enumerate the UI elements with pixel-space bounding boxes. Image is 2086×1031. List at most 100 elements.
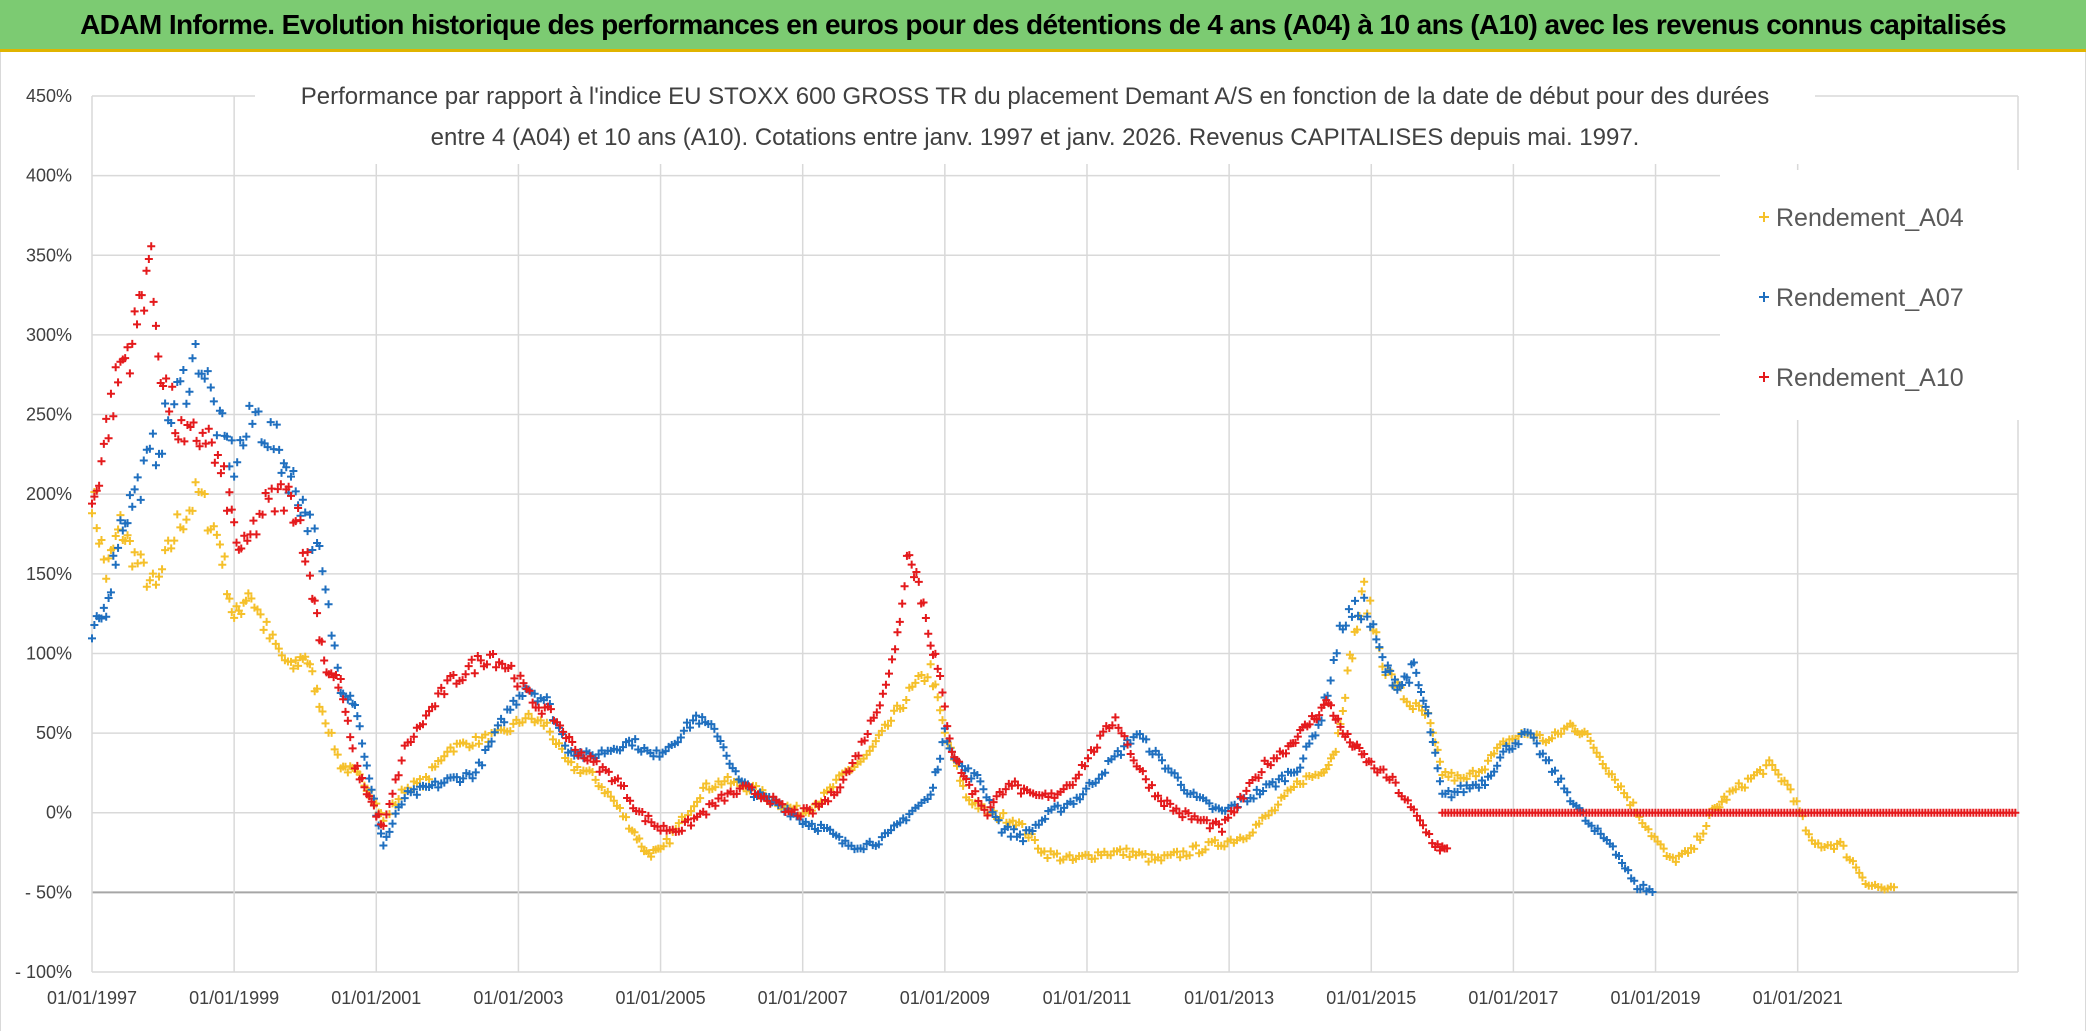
point bbox=[1311, 731, 1320, 740]
point bbox=[204, 424, 213, 433]
point bbox=[1409, 805, 1418, 814]
point bbox=[548, 735, 557, 744]
point bbox=[1426, 719, 1435, 728]
point bbox=[123, 531, 132, 540]
point bbox=[1388, 772, 1397, 781]
point bbox=[1119, 851, 1128, 860]
series-Rendement_A07 bbox=[88, 340, 1657, 896]
point bbox=[388, 819, 397, 828]
point bbox=[490, 728, 499, 737]
point bbox=[258, 510, 267, 519]
point bbox=[123, 343, 132, 352]
point bbox=[180, 437, 189, 446]
point bbox=[1717, 797, 1726, 806]
point bbox=[233, 458, 242, 467]
point bbox=[1607, 770, 1616, 779]
point bbox=[149, 297, 158, 306]
point bbox=[111, 560, 120, 569]
point bbox=[638, 807, 647, 816]
point bbox=[1433, 764, 1442, 773]
point bbox=[99, 603, 108, 612]
point bbox=[1289, 782, 1298, 791]
point bbox=[437, 683, 446, 692]
point bbox=[630, 828, 639, 837]
point bbox=[343, 716, 352, 725]
point bbox=[109, 412, 118, 421]
point bbox=[1417, 687, 1426, 696]
point bbox=[1179, 847, 1188, 856]
point bbox=[530, 689, 539, 698]
point bbox=[641, 817, 650, 826]
point bbox=[303, 548, 312, 557]
point bbox=[1176, 780, 1185, 789]
point bbox=[102, 612, 111, 621]
point bbox=[310, 596, 319, 605]
point bbox=[474, 739, 483, 748]
point bbox=[1281, 749, 1290, 758]
point bbox=[926, 790, 935, 799]
point bbox=[567, 758, 576, 767]
point bbox=[1018, 819, 1027, 828]
point bbox=[191, 340, 200, 349]
point bbox=[910, 573, 919, 582]
legend-marker bbox=[1759, 292, 1769, 302]
point bbox=[232, 538, 241, 547]
point bbox=[1839, 841, 1848, 850]
point bbox=[482, 660, 491, 669]
point bbox=[144, 255, 153, 264]
point bbox=[362, 761, 371, 770]
legend-label: Rendement_A04 bbox=[1776, 204, 1964, 232]
legend: Rendement_A04 Rendement_A07 Rendement_A10 bbox=[1720, 170, 2020, 420]
point bbox=[176, 377, 185, 386]
point bbox=[431, 777, 440, 786]
point bbox=[195, 442, 204, 451]
point bbox=[1435, 757, 1444, 766]
point bbox=[388, 789, 397, 798]
point bbox=[1343, 666, 1352, 675]
point bbox=[333, 750, 342, 759]
point bbox=[674, 819, 683, 828]
point bbox=[1122, 844, 1131, 853]
point bbox=[696, 794, 705, 803]
point bbox=[296, 516, 305, 525]
point bbox=[478, 761, 487, 770]
point bbox=[1414, 701, 1423, 710]
point bbox=[887, 826, 896, 835]
y-tick-label: 300% bbox=[26, 325, 72, 345]
y-tick-label: - 100% bbox=[15, 962, 72, 982]
point bbox=[219, 462, 228, 471]
point bbox=[97, 535, 106, 544]
point bbox=[350, 700, 359, 709]
title-backdrop bbox=[255, 72, 1815, 164]
point bbox=[923, 795, 932, 804]
point bbox=[259, 625, 268, 634]
point bbox=[493, 721, 502, 730]
point bbox=[1080, 762, 1089, 771]
legend-marker bbox=[1759, 372, 1769, 382]
point bbox=[1375, 643, 1384, 652]
point bbox=[1001, 785, 1010, 794]
point bbox=[282, 463, 291, 472]
point bbox=[808, 809, 817, 818]
point bbox=[1618, 859, 1627, 868]
axes: 450% 400% 350% 300% 250% 200% 150% 100% 50% 0% - 5… bbox=[15, 86, 1843, 1008]
point bbox=[1592, 748, 1601, 757]
point bbox=[449, 747, 458, 756]
point bbox=[1201, 845, 1210, 854]
point bbox=[162, 374, 171, 383]
point bbox=[571, 745, 580, 754]
point bbox=[1402, 697, 1411, 706]
x-tick-label: 01/01/2019 bbox=[1610, 988, 1700, 1008]
point bbox=[1480, 765, 1489, 774]
point bbox=[452, 773, 461, 782]
point bbox=[1360, 577, 1369, 586]
point bbox=[446, 743, 455, 752]
point bbox=[284, 482, 293, 491]
point bbox=[315, 702, 324, 711]
point bbox=[1535, 731, 1544, 740]
point bbox=[471, 768, 480, 777]
point bbox=[1170, 769, 1179, 778]
point bbox=[1447, 768, 1456, 777]
point bbox=[887, 716, 896, 725]
point bbox=[1141, 775, 1150, 784]
